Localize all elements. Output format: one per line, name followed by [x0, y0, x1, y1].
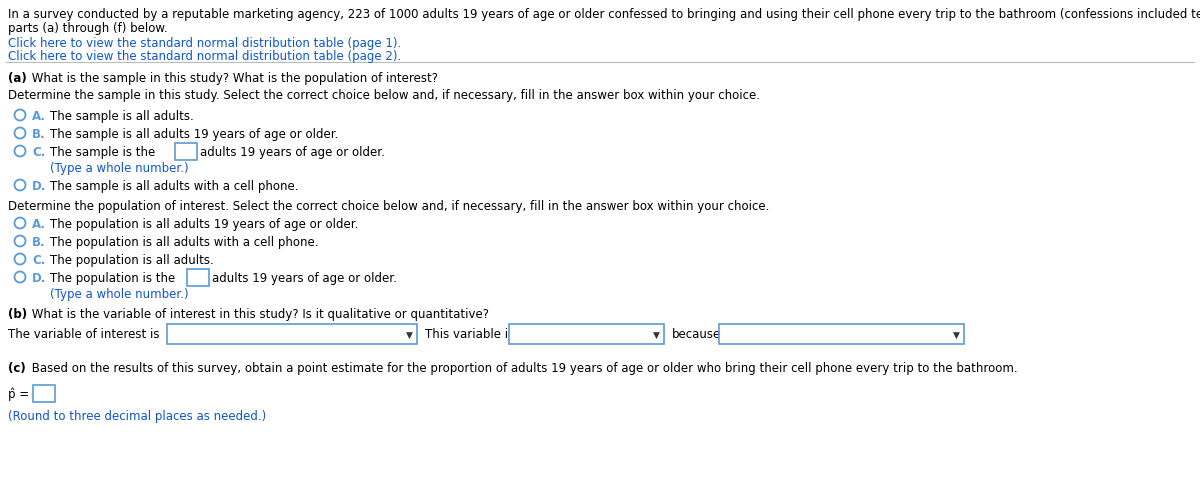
Text: Determine the sample in this study. Select the correct choice below and, if nece: Determine the sample in this study. Sele… [8, 89, 760, 102]
Text: What is the variable of interest in this study? Is it qualitative or quantitativ: What is the variable of interest in this… [28, 308, 490, 320]
Text: The variable of interest is: The variable of interest is [8, 327, 160, 340]
Text: B.: B. [32, 235, 46, 248]
FancyBboxPatch shape [187, 270, 209, 287]
Text: (b): (b) [8, 308, 28, 320]
Text: A.: A. [32, 217, 46, 230]
Text: C.: C. [32, 146, 46, 159]
Text: Click here to view the standard normal distribution table (page 1).: Click here to view the standard normal d… [8, 37, 401, 50]
Text: A.: A. [32, 110, 46, 123]
FancyBboxPatch shape [167, 324, 418, 344]
Text: (a): (a) [8, 72, 26, 85]
Text: ▼: ▼ [953, 330, 960, 339]
Text: D.: D. [32, 180, 47, 192]
Text: Click here to view the standard normal distribution table (page 2).: Click here to view the standard normal d… [8, 50, 401, 63]
Text: Based on the results of this survey, obtain a point estimate for the proportion : Based on the results of this survey, obt… [28, 361, 1018, 374]
Text: The sample is all adults with a cell phone.: The sample is all adults with a cell pho… [50, 180, 299, 192]
FancyBboxPatch shape [34, 385, 55, 402]
Text: The population is the: The population is the [50, 272, 175, 285]
Text: The sample is all adults 19 years of age or older.: The sample is all adults 19 years of age… [50, 128, 338, 141]
Text: C.: C. [32, 254, 46, 267]
Text: B.: B. [32, 128, 46, 141]
Text: ▼: ▼ [653, 330, 660, 339]
Text: because: because [672, 327, 721, 340]
Text: The sample is all adults.: The sample is all adults. [50, 110, 193, 123]
Text: adults 19 years of age or older.: adults 19 years of age or older. [212, 272, 397, 285]
Text: What is the sample in this study? What is the population of interest?: What is the sample in this study? What i… [28, 72, 438, 85]
Text: adults 19 years of age or older.: adults 19 years of age or older. [200, 146, 385, 159]
Text: The population is all adults 19 years of age or older.: The population is all adults 19 years of… [50, 217, 359, 230]
FancyBboxPatch shape [175, 144, 197, 161]
FancyBboxPatch shape [719, 324, 964, 344]
Text: The population is all adults with a cell phone.: The population is all adults with a cell… [50, 235, 318, 248]
FancyBboxPatch shape [509, 324, 664, 344]
Text: p̂ =: p̂ = [8, 387, 29, 401]
Text: In a survey conducted by a reputable marketing agency, 223 of 1000 adults 19 yea: In a survey conducted by a reputable mar… [8, 8, 1200, 21]
Text: (Round to three decimal places as needed.): (Round to three decimal places as needed… [8, 409, 266, 422]
Text: The population is all adults.: The population is all adults. [50, 254, 214, 267]
Text: D.: D. [32, 272, 47, 285]
Text: parts (a) through (f) below.: parts (a) through (f) below. [8, 22, 168, 35]
Text: (Type a whole number.): (Type a whole number.) [50, 288, 188, 301]
Text: The sample is the: The sample is the [50, 146, 155, 159]
Text: This variable is: This variable is [425, 327, 515, 340]
Text: ▼: ▼ [406, 330, 413, 339]
Text: Determine the population of interest. Select the correct choice below and, if ne: Determine the population of interest. Se… [8, 199, 769, 212]
Text: (Type a whole number.): (Type a whole number.) [50, 162, 188, 175]
Text: (c): (c) [8, 361, 25, 374]
